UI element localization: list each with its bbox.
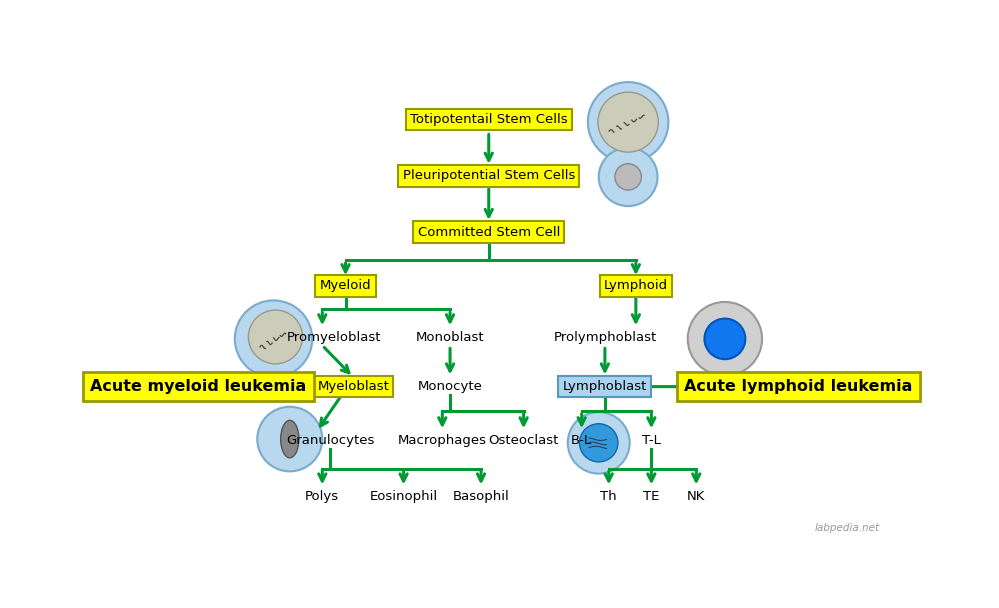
Text: Myeloblast: Myeloblast — [318, 380, 390, 393]
Text: Prolymphoblast: Prolymphoblast — [553, 331, 656, 344]
Text: Osteoclast: Osteoclast — [489, 434, 558, 447]
Text: Macrophages: Macrophages — [398, 434, 487, 447]
Text: Promyeloblast: Promyeloblast — [287, 331, 382, 344]
Text: Polys: Polys — [306, 490, 340, 503]
Text: TE: TE — [643, 490, 659, 503]
Text: Th: Th — [600, 490, 617, 503]
Text: Basophil: Basophil — [453, 490, 509, 503]
Text: Pleuripotential Stem Cells: Pleuripotential Stem Cells — [403, 170, 575, 182]
Ellipse shape — [579, 424, 618, 462]
Ellipse shape — [281, 420, 299, 458]
Text: Monocyte: Monocyte — [418, 380, 483, 393]
Ellipse shape — [249, 310, 303, 364]
Ellipse shape — [614, 164, 641, 190]
Text: Monoblast: Monoblast — [416, 331, 485, 344]
Text: Granulocytes: Granulocytes — [286, 434, 375, 447]
Ellipse shape — [687, 302, 762, 376]
Text: Lymphoblast: Lymphoblast — [562, 380, 647, 393]
Text: labpedia.net: labpedia.net — [814, 523, 880, 533]
Text: Myeloid: Myeloid — [320, 280, 372, 292]
Text: NK: NK — [687, 490, 705, 503]
Text: Totipotentail Stem Cells: Totipotentail Stem Cells — [410, 113, 567, 126]
Ellipse shape — [598, 148, 657, 206]
Text: Acute lymphoid leukemia: Acute lymphoid leukemia — [684, 379, 913, 394]
Text: Lymphoid: Lymphoid — [603, 280, 668, 292]
Text: B-L: B-L — [571, 434, 592, 447]
Ellipse shape — [258, 407, 323, 471]
Ellipse shape — [235, 300, 313, 378]
Text: T-L: T-L — [642, 434, 660, 447]
Text: Acute myeloid leukemia: Acute myeloid leukemia — [90, 379, 307, 394]
Ellipse shape — [567, 412, 629, 474]
Text: Eosinophil: Eosinophil — [370, 490, 438, 503]
Text: Committed Stem Cell: Committed Stem Cell — [418, 226, 560, 238]
Ellipse shape — [704, 319, 745, 359]
Ellipse shape — [587, 82, 668, 162]
Ellipse shape — [598, 92, 658, 152]
